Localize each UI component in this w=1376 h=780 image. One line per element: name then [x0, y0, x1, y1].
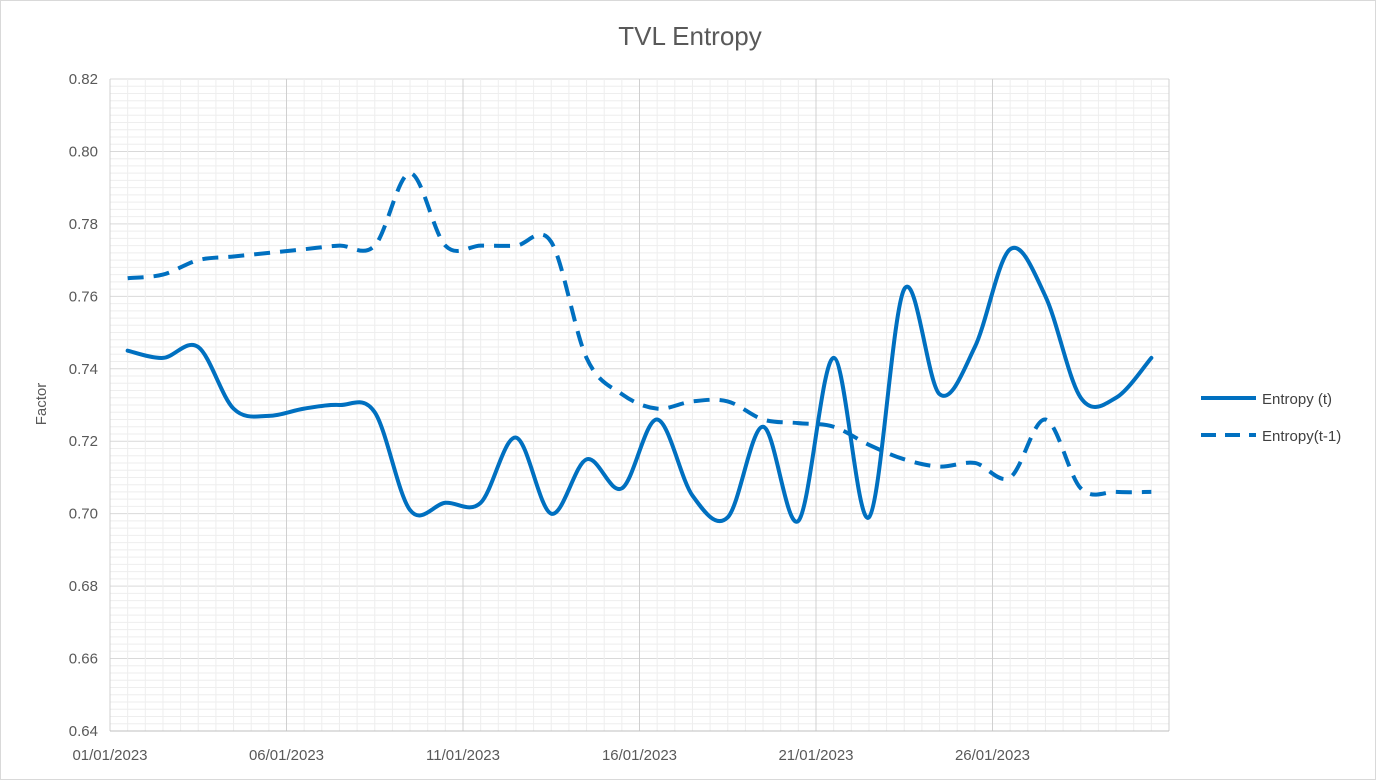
x-tick-label: 16/01/2023	[602, 747, 677, 764]
y-tick-label: 0.76	[69, 288, 98, 305]
y-tick-label: 0.68	[69, 578, 98, 595]
series-line-entropy-t-1	[127, 171, 1152, 497]
y-tick-label: 0.72	[69, 433, 98, 450]
y-axis-title: Factor	[33, 383, 50, 426]
y-tick-label: 0.66	[69, 651, 98, 668]
legend-label: Entropy(t-1)	[1262, 428, 1341, 445]
y-tick-label: 0.82	[69, 71, 98, 88]
chart-title: TVL Entropy	[618, 21, 762, 51]
x-tick-label: 06/01/2023	[249, 747, 324, 764]
y-tick-label: 0.80	[69, 143, 98, 160]
x-axis-ticks: 01/01/2023 06/01/2023 11/01/2023 16/01/2023…	[72, 747, 1030, 764]
legend-label: Entropy (t)	[1262, 391, 1332, 408]
y-tick-label: 0.74	[69, 361, 98, 378]
y-axis-ticks: 0.64 0.66 0.68 0.70 0.72 0.74 0.76 0.78 0.80 0.82	[69, 71, 98, 740]
y-tick-label: 0.64	[69, 723, 98, 740]
x-tick-label: 21/01/2023	[778, 747, 853, 764]
x-tick-label: 01/01/2023	[72, 747, 147, 764]
legend: Entropy (t) Entropy(t-1)	[1201, 391, 1341, 445]
x-tick-label: 26/01/2023	[955, 747, 1030, 764]
grid	[109, 78, 1170, 732]
series-line-entropy-t	[125, 245, 1154, 524]
y-tick-label: 0.70	[69, 506, 98, 523]
series-lines	[125, 171, 1154, 524]
y-tick-label: 0.78	[69, 216, 98, 233]
x-tick-label: 11/01/2023	[426, 747, 500, 764]
